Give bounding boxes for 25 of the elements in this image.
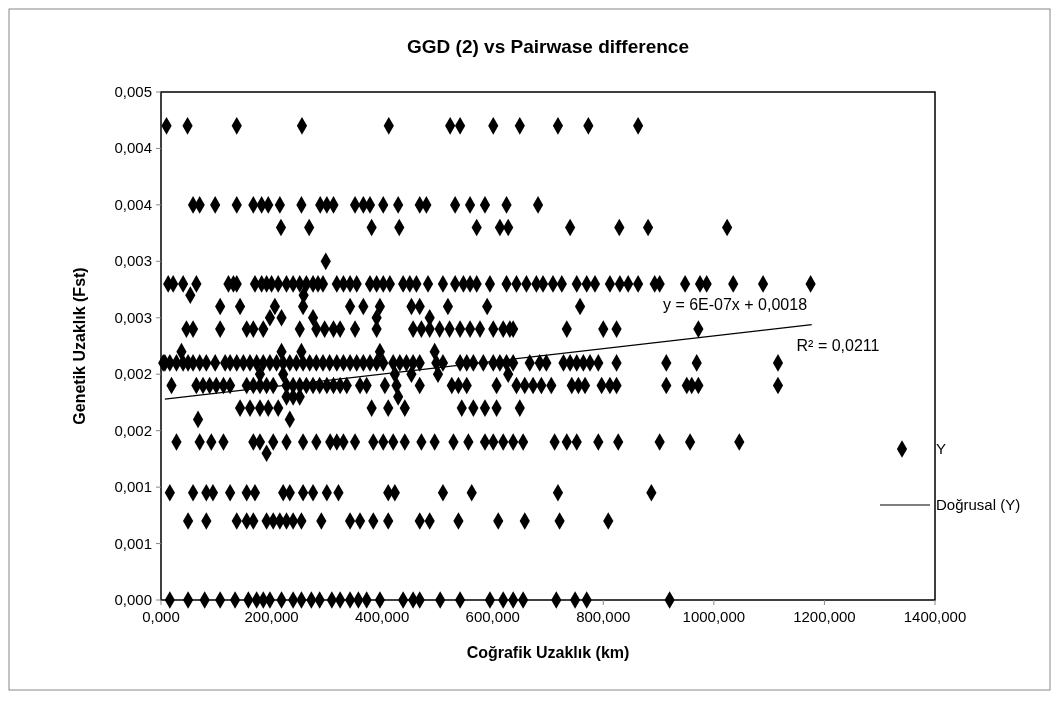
- y-tick-label: 0,003: [114, 308, 152, 326]
- y-tick-label: 0,002: [114, 421, 152, 439]
- y-tick-label: 0,002: [114, 365, 152, 383]
- x-tick-label: 400,000: [355, 608, 410, 625]
- legend-label: Doğrusal (Y): [936, 496, 1021, 513]
- x-tick-label: 1200,000: [793, 608, 856, 625]
- y-tick-label: 0,001: [114, 534, 152, 552]
- y-axis-title: Genetik Uzaklık (Fst): [71, 267, 88, 425]
- x-tick-label: 200,000: [244, 608, 299, 625]
- x-tick-label: 600,000: [465, 608, 520, 625]
- y-tick-label: 0,003: [114, 252, 152, 270]
- legend-label: Y: [936, 440, 947, 457]
- x-axis-title: Coğrafik Uzaklık (km): [466, 644, 630, 661]
- y-tick-label: 0,004: [114, 139, 152, 157]
- x-tick-label: 800,000: [576, 608, 631, 625]
- x-tick-label: 1000,000: [682, 608, 746, 625]
- x-tick-label: 0,000: [142, 608, 180, 625]
- y-tick-label: 0,005: [114, 83, 152, 100]
- y-tick-label: 0,000: [114, 591, 152, 608]
- y-tick-label: 0,001: [114, 478, 152, 496]
- chart-title: GGD (2) vs Pairwase difference: [407, 36, 689, 57]
- annotation: y = 6E-07x + 0,0018: [662, 296, 808, 313]
- annotation: R² = 0,0211: [796, 337, 880, 354]
- y-tick-label: 0,004: [114, 195, 152, 213]
- x-tick-label: 1400,000: [903, 608, 967, 625]
